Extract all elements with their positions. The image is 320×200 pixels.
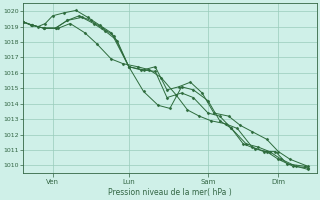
X-axis label: Pression niveau de la mer( hPa ): Pression niveau de la mer( hPa ) (108, 188, 232, 197)
